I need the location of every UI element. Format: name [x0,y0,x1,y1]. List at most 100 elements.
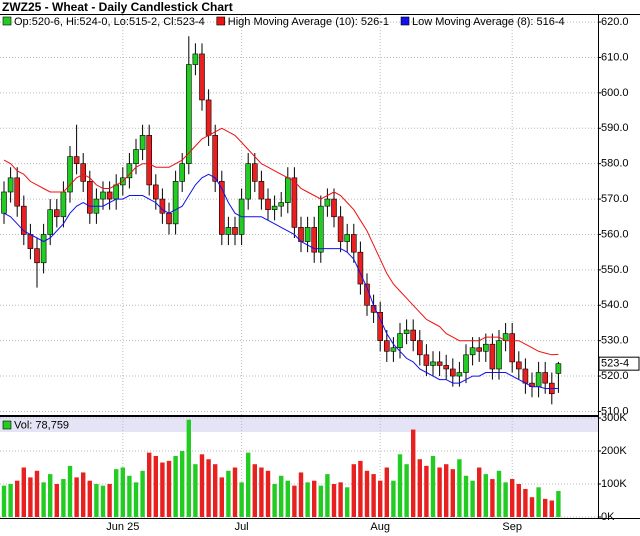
candle-body [113,184,119,200]
volume-bar [259,467,264,517]
volume-bar [107,484,112,517]
candle-body [7,177,14,193]
volume-bar [74,477,79,517]
candle-body [278,202,285,207]
y-tick-label: 590.0 [601,122,629,134]
volume-bar [193,464,198,517]
candle-body [449,368,456,377]
volume-bar [424,465,429,517]
ohlc-legend: Op:520-6, Hi:524-0, Lo:515-2, Cl:523-4 [14,16,205,28]
volume-bar [173,455,178,517]
volume-bar [252,464,257,517]
volume-bar [384,467,389,517]
volume-bar [496,470,502,517]
volume-bar [166,460,172,517]
candle-body [205,99,212,136]
candle-body [489,343,496,370]
candle-body [436,361,443,366]
volume-bar [1,485,7,517]
volume-bar [34,470,40,517]
x-tick-label: Sep [502,521,522,533]
volume-bar [180,451,185,517]
candle-body [100,191,106,200]
volume-bar [444,464,449,517]
volume-bar [226,470,231,517]
candle-body [34,248,40,264]
candle-body [80,163,86,182]
volume-bar [206,459,211,517]
volume-bar [8,484,13,517]
volume-header [0,417,598,432]
volume-bar [28,477,33,517]
candle-body [535,372,542,387]
volume-bar [503,482,508,517]
candle-body [496,340,502,370]
volume-bar [345,487,350,517]
volume-bar [15,480,20,517]
volume-bar [523,488,528,517]
y-tick-label: 560.0 [601,228,629,240]
candle-body [186,64,192,164]
volume-bar [213,464,218,517]
candle-body [14,177,20,207]
volume-bar [100,485,106,517]
volume-bar [477,467,482,517]
volume-bar [153,455,158,517]
volume-bar [246,452,251,517]
volume-tick-label: 100K [601,478,627,490]
candle-body [126,163,133,179]
legend-swatch [2,16,12,26]
moving-average-line [3,173,559,389]
legend-entry: High Moving Average (10): 526-1 [228,16,389,28]
y-tick-label: 580.0 [601,158,629,170]
candle-body [166,212,172,225]
volume-bar [312,480,317,517]
legend-swatch [2,420,12,430]
candle-body [311,227,318,253]
candle-body [153,184,159,200]
x-tick-label: Jul [235,521,249,533]
volume-bar [87,480,92,517]
volume-bar [411,429,416,517]
y-tick-label: 550.0 [601,264,629,276]
x-tick-label: Aug [370,521,390,533]
candle-body [146,135,152,186]
candle-body [179,163,185,182]
volume-bar [239,482,244,517]
volume-bar [351,464,356,517]
volume-bar [450,469,455,517]
volume-bar [483,474,488,517]
candle-body [423,354,430,366]
volume-bar [21,467,26,517]
volume-tick-label: 200K [601,445,627,457]
volume-bar [490,479,495,517]
candle-body [403,329,410,334]
candle-body [291,177,298,228]
volume-tick-label: 300K [601,412,627,424]
candle-body [258,181,265,200]
volume-bar [417,459,422,517]
candle-body [20,205,27,235]
candle-body [67,156,73,193]
volume-bar [147,452,152,517]
candle-body [430,361,436,366]
candle-body [133,149,139,164]
volume-bar [114,469,119,517]
volume-bar [127,475,132,517]
candle-body [410,329,417,341]
candle-body [456,372,463,377]
y-tick-label: 530.0 [601,335,629,347]
volume-bar [364,470,370,517]
volume-bar [160,462,165,517]
moving-average-line [3,127,559,356]
candle-body [416,340,423,356]
candle-body [87,181,93,214]
x-tick-label: Jun 25 [106,521,139,533]
volume-tick-label: 0K [601,511,615,523]
candle-body [60,191,67,218]
candle-body [344,234,351,242]
volume-bar [516,484,521,517]
candle-body [515,361,522,370]
volume-bar [292,485,297,517]
